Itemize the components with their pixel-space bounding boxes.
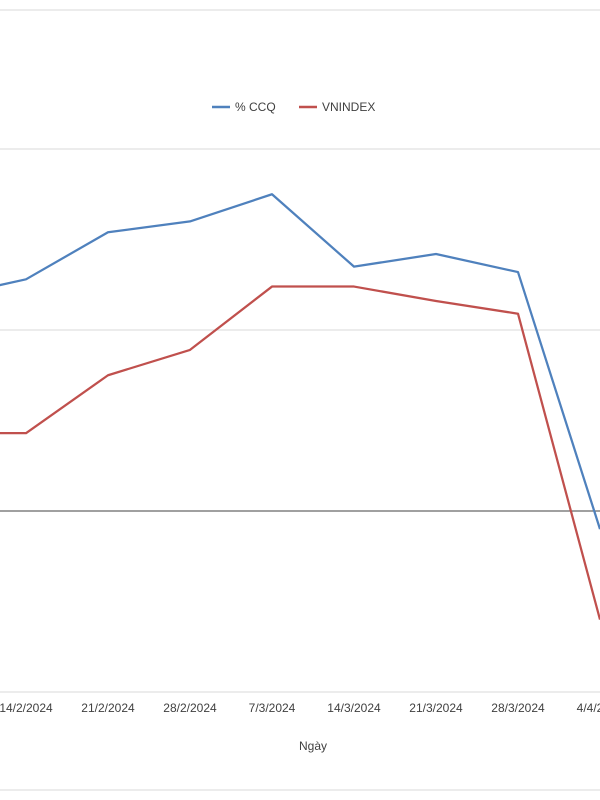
x-tick-label: 14/3/2024: [327, 701, 381, 715]
series-line-ccq: [0, 193, 600, 530]
legend-label-vnindex: VNINDEX: [322, 100, 375, 114]
x-tick-label: 7/3/2024: [249, 701, 296, 715]
x-tick-label: 21/3/2024: [409, 701, 463, 715]
series-line-vnindex: [0, 285, 600, 620]
x-tick-label: 28/3/2024: [491, 701, 545, 715]
x-tick-label: 4/4/2024: [577, 701, 600, 715]
x-tick-label: 14/2/2024: [0, 701, 53, 715]
gridlines: [0, 148, 600, 693]
x-axis-title: Ngày: [299, 739, 327, 753]
legend-label-ccq: % CCQ: [235, 100, 276, 114]
series-layer: [0, 193, 600, 620]
x-tick-label: 21/2/2024: [81, 701, 135, 715]
x-tick-labels: 7/2/202414/2/202421/2/202428/2/20247/3/2…: [0, 701, 600, 715]
legend: % CCQ VNINDEX: [212, 100, 375, 114]
x-tick-label: 28/2/2024: [163, 701, 217, 715]
chart-frame: [0, 9, 600, 791]
